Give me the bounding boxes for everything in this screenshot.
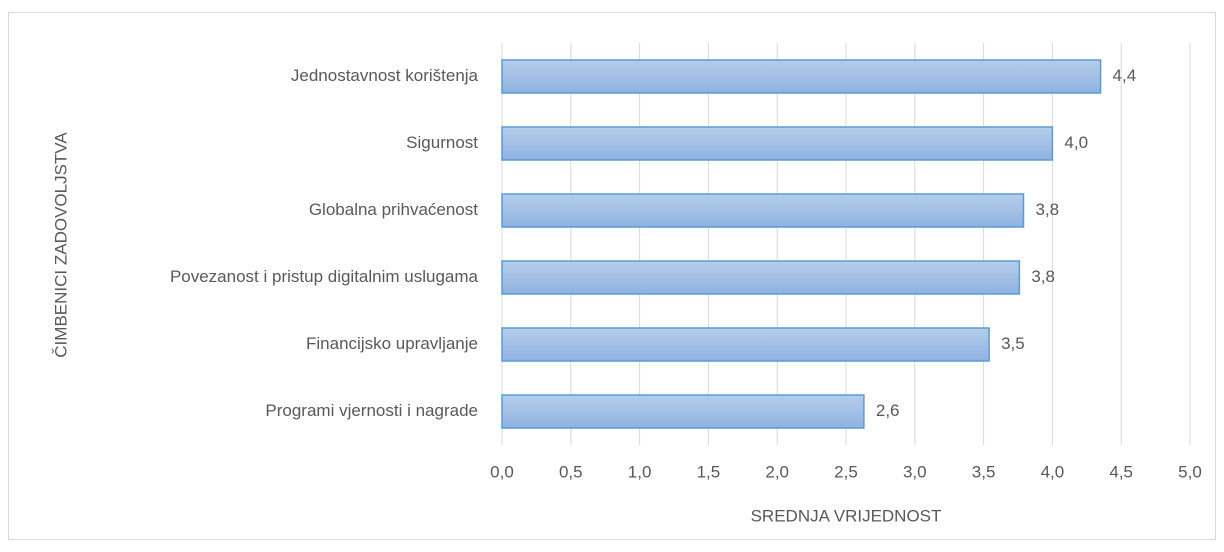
x-tick-label: 3,0 [903,462,927,481]
y-tick-label: Sigurnost [406,133,478,152]
y-tick-label: Povezanost i pristup digitalnim uslugama [170,267,479,286]
y-tick-label: Financijsko upravljanje [306,334,478,353]
data-label: 4,0 [1064,133,1088,152]
y-tick-label: Jednostavnost korištenja [291,66,479,85]
x-tick-label: 1,0 [628,462,652,481]
data-label: 2,6 [876,401,900,420]
x-tick-label: 4,5 [1109,462,1133,481]
x-tick-label: 2,0 [765,462,789,481]
data-label: 4,4 [1113,66,1137,85]
y-tick-label: Globalna prihvaćenost [309,200,478,219]
x-tick-label: 4,0 [1041,462,1065,481]
x-tick-label: 0,0 [490,462,514,481]
data-label: 3,5 [1001,334,1025,353]
x-axis-title: SREDNJA VRIJEDNOST [751,506,942,525]
bar [501,59,1102,94]
data-label: 3,8 [1036,200,1060,219]
y-axis-title: ČIMBENICI ZADOVOLJSTVA [51,132,70,358]
x-tick-label: 3,5 [972,462,996,481]
bar [501,126,1054,161]
bar [501,327,990,362]
x-tick-label: 2,5 [834,462,858,481]
y-tick-label: Programi vjernosti i nagrade [265,401,478,420]
bar [501,394,865,429]
x-tick-label: 5,0 [1178,462,1202,481]
bar [501,193,1025,228]
bar [501,260,1021,295]
data-label: 3,8 [1031,267,1055,286]
x-tick-label: 1,5 [697,462,721,481]
x-tick-label: 0,5 [559,462,583,481]
